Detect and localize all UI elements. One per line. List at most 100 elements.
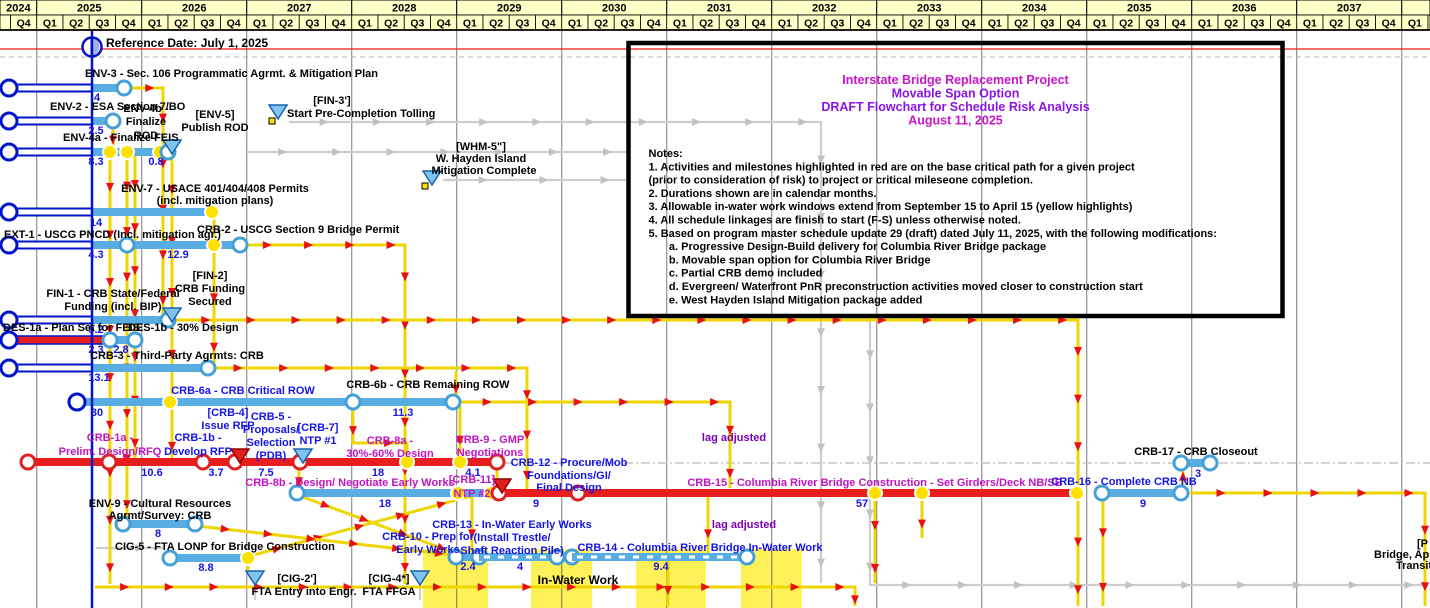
chart-title-line: Interstate Bridge Replacement Project: [842, 73, 1069, 87]
activity-label-DES-1: DES-1a - Plan Set for FEIS: [3, 322, 140, 334]
activity-CRB-6: [67, 392, 462, 412]
chart-title-line: Movable Span Option: [892, 87, 1020, 101]
activity-label-CRB-3: CRB-3 - Third-Party Agrmts: CRB: [90, 350, 264, 362]
svg-text:Q4: Q4: [227, 18, 241, 30]
svg-text:Q2: Q2: [594, 18, 608, 30]
year-cell: [1401, 0, 1430, 16]
activity-label-CIG-2: FTA Entry into Engr.: [251, 586, 356, 598]
svg-text:2033: 2033: [917, 3, 941, 15]
activity-label-ENV-7: ENV-7 - USACE 401/404/408 Permits: [121, 183, 309, 195]
svg-text:Q3: Q3: [620, 18, 634, 30]
activity-FIN-1: [0, 307, 183, 330]
annotation-text: [P: [1417, 538, 1428, 550]
activity-label-WHM-5: Mitigation Complete: [431, 165, 536, 177]
activity-label-ENV-4: ENV-4b -: [123, 103, 169, 115]
svg-text:Q2: Q2: [69, 18, 83, 30]
svg-text:Q3: Q3: [410, 18, 424, 30]
svg-text:Q1: Q1: [988, 18, 1002, 30]
svg-text:Q2: Q2: [384, 18, 398, 30]
duration-label-CRB-design-row: 4.1: [465, 467, 480, 479]
activity-label-CRB-6: CRB-6a - CRB Critical ROW: [171, 385, 315, 397]
note-line: 1. Activities and milestones highlighted…: [649, 161, 1135, 173]
svg-text:Q4: Q4: [542, 18, 556, 30]
svg-text:Q1: Q1: [1198, 18, 1212, 30]
activity-label-ENV-4: ROD: [134, 130, 159, 142]
svg-text:Q3: Q3: [1250, 18, 1264, 30]
svg-text:2030: 2030: [602, 3, 626, 15]
activity-label-CRB-construction-row: CRB-12 - Procure/Mob: [511, 457, 628, 469]
activity-label-CRB-6: CRB-6b - CRB Remaining ROW: [346, 379, 510, 391]
note-line: 3. Allowable in-water work windows exten…: [649, 201, 1133, 213]
svg-text:Q3: Q3: [725, 18, 739, 30]
duration-label-CRB-10: 2.4: [460, 561, 476, 573]
gray-connectors: [96, 118, 1428, 600]
activity-label-CRB-construction-row: Final Design: [536, 482, 602, 494]
activity-label-ENV-4: Finalize: [126, 116, 166, 128]
annotation-text: lag adjusted: [712, 519, 776, 531]
duration-label-FIN-1: 9.2: [88, 324, 103, 336]
activity-label-CRB-design-row: CRB-1b -: [174, 432, 221, 444]
svg-text:Q1: Q1: [253, 18, 267, 30]
activity-label-CRB-construction-row: CRB-16 - Complete CRB NB: [1051, 476, 1197, 488]
quarter-cell: [0, 14, 11, 31]
activity-label-CRB-design-row: Develop RFP: [164, 446, 232, 458]
annotation-text: Bridge, App: [1374, 549, 1430, 561]
labels-layer: ENV-3 - Sec. 106 Programmatic Agrmt. & M…: [3, 68, 1430, 598]
activity-CIG-5: [161, 549, 256, 567]
note-line: (prior to consideration of risk) to proj…: [649, 175, 1033, 187]
svg-text:Q4: Q4: [437, 18, 451, 30]
note-line: d. Evergreen/ Waterfront PnR preconstruc…: [669, 281, 1143, 293]
activity-label-CRB-13: Shaft Reaction Pile): [460, 545, 564, 557]
activity-label-ENV-7: (incl. mitigation plans): [157, 195, 274, 207]
activity-ENV-4: [0, 139, 183, 162]
svg-text:Q1: Q1: [148, 18, 162, 30]
duration-label-CRB-6: 11.3: [393, 407, 414, 419]
svg-text:Q2: Q2: [1224, 18, 1238, 30]
duration-label-ENV-3: 4: [94, 92, 101, 104]
activity-label-ENV-9: Agrmt/Survey: CRB: [109, 510, 212, 522]
activity-label-ENV-4: [ENV-5]: [195, 109, 234, 121]
chart-title-line: DRAFT Flowchart for Schedule Risk Analys…: [821, 100, 1089, 114]
svg-text:Q2: Q2: [1329, 18, 1343, 30]
svg-text:Q1: Q1: [1408, 18, 1422, 30]
activity-ENV-7: [0, 202, 220, 222]
svg-text:2028: 2028: [392, 3, 416, 15]
duration-label-CIG-5: 8.8: [198, 562, 213, 574]
svg-text:Q4: Q4: [332, 18, 346, 30]
svg-text:Q3: Q3: [1145, 18, 1159, 30]
activity-label-ENV-3: ENV-3 - Sec. 106 Programmatic Agrmt. & M…: [85, 68, 378, 80]
milestone-triangle-icon: [409, 570, 431, 587]
activity-label-CIG-2: [CIG-2']: [277, 573, 317, 585]
activity-label-ENV-9: ENV-9 - Cultural Resources: [89, 498, 231, 510]
duration-label-CRB-design-row: 18: [372, 467, 384, 479]
svg-text:Q2: Q2: [489, 18, 503, 30]
svg-text:Q1: Q1: [778, 18, 792, 30]
activity-label-CRB-10: Early Works: [396, 544, 459, 556]
note-line: b. Movable span option for Columbia Rive…: [669, 254, 931, 266]
activity-WHM-5: [421, 170, 443, 190]
svg-text:Q4: Q4: [17, 18, 31, 30]
duration-label-CRB-design-row: 3.7: [208, 467, 223, 479]
activity-label-CIG-5: CIG-5 - FTA LONP for Bridge Construction: [115, 541, 335, 553]
duration-label-CRB-3: 13.1: [88, 372, 109, 384]
activity-label-FIN-1: Funding (incl. BIP): [64, 301, 161, 313]
activity-label-CRB-design-row: Prelim. Design/RFQ: [59, 446, 162, 458]
svg-text:2036: 2036: [1232, 3, 1256, 15]
svg-text:2037: 2037: [1337, 3, 1361, 15]
svg-text:2029: 2029: [497, 3, 521, 15]
activity-label-CRB-design-row: 30%-60% Design: [346, 448, 434, 460]
duration-label-CRB-design-row: 10.6: [141, 467, 162, 479]
svg-text:Q3: Q3: [515, 18, 529, 30]
svg-text:2026: 2026: [182, 3, 206, 15]
activity-label-ENV-4: ENV-4a - Finalize FEIS: [63, 132, 179, 144]
activity-label-CRB-10: CRB-10 - Prep for: [382, 531, 474, 543]
activity-label-FIN-1: FIN-1 - CRB State/Federal: [46, 288, 179, 300]
svg-text:2032: 2032: [812, 3, 836, 15]
milestone-triangle-icon: [267, 104, 289, 121]
activity-CIG-2: [244, 570, 266, 587]
svg-text:Q2: Q2: [699, 18, 713, 30]
activity-CRB-3: [0, 358, 217, 378]
duration-label-ENV-4: 0.8: [148, 156, 163, 168]
svg-text:Q3: Q3: [1355, 18, 1369, 30]
